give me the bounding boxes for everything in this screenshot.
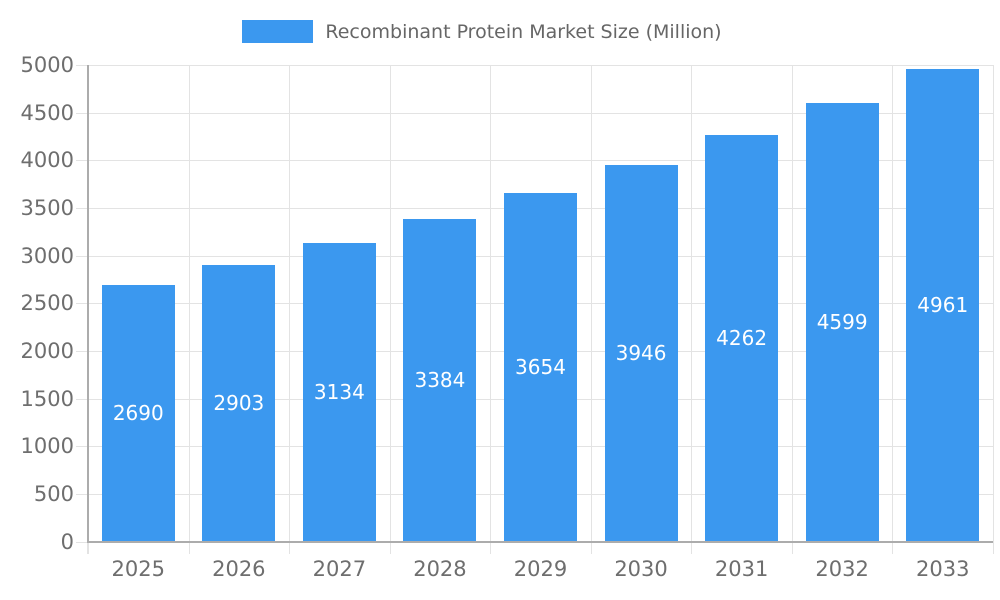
bar-value-label: 2903: [213, 391, 265, 416]
y-axis-tick-label: 1000: [20, 434, 74, 459]
y-axis-tick-label: 3500: [20, 195, 74, 220]
gridline-vertical: [490, 65, 492, 554]
y-axis-tick-label: 4000: [20, 148, 74, 173]
bar-2027[interactable]: [302, 242, 376, 542]
bar-value-label: 4262: [716, 326, 768, 351]
gridline-vertical: [590, 65, 592, 554]
bar-2029[interactable]: [504, 193, 577, 542]
legend-swatch: [242, 20, 314, 43]
y-axis-tick-label: 500: [33, 481, 74, 506]
y-axis-tick-label: 1500: [20, 386, 74, 411]
bar-value-label: 4599: [816, 310, 868, 335]
bar-2030[interactable]: [604, 165, 678, 542]
legend[interactable]: Recombinant Protein Market Size (Million…: [0, 20, 982, 43]
gridline-vertical: [892, 65, 894, 554]
bar-2025[interactable]: [101, 285, 175, 542]
gridline-horizontal: [76, 160, 993, 162]
bar-2028[interactable]: [403, 219, 477, 542]
y-axis-tick-label: 0: [60, 529, 74, 554]
bar-2033[interactable]: [906, 68, 980, 542]
y-axis-tick-label: 2500: [20, 291, 74, 316]
gridline-vertical: [993, 65, 994, 554]
bar-value-label: 4961: [917, 293, 969, 318]
y-axis-line: [87, 65, 89, 543]
bar-2026[interactable]: [202, 264, 276, 542]
x-axis-tick-label: 2032: [815, 556, 869, 581]
bar-value-label: 3946: [615, 341, 667, 366]
x-axis-tick-label: 2029: [513, 556, 568, 581]
gridline-horizontal: [76, 65, 993, 66]
y-axis-tick-label: 4500: [20, 100, 74, 125]
bar-value-label: 3384: [414, 368, 466, 393]
x-axis-line: [88, 540, 993, 543]
gridline-vertical: [188, 65, 190, 554]
legend-label: Recombinant Protein Market Size (Million…: [325, 20, 722, 43]
gridline-vertical: [691, 65, 693, 554]
bar-value-label: 2690: [112, 401, 164, 426]
axis-tick: [76, 541, 88, 543]
bar-value-label: 3654: [515, 355, 566, 380]
y-axis-tick-label: 2000: [20, 338, 74, 363]
x-axis-tick-label: 2030: [614, 556, 668, 581]
x-axis-tick-label: 2033: [915, 556, 970, 581]
gridline-vertical: [389, 65, 391, 554]
x-axis-tick-label: 2027: [312, 556, 367, 581]
y-axis-tick-label: 3000: [20, 243, 74, 268]
y-axis-tick-label: 5000: [20, 53, 74, 77]
x-axis-tick-label: 2025: [111, 556, 165, 581]
x-axis-tick-label: 2031: [714, 556, 769, 581]
x-axis-tick-label: 2028: [413, 556, 467, 581]
bar-2032[interactable]: [805, 103, 879, 542]
bar-2031[interactable]: [705, 135, 779, 542]
gridline-vertical: [289, 65, 291, 554]
gridline-horizontal: [76, 112, 993, 114]
bar-value-label: 3134: [313, 380, 365, 405]
x-axis-tick-label: 2026: [212, 556, 266, 581]
axis-tick: [87, 541, 89, 554]
gridline-vertical: [791, 65, 793, 554]
